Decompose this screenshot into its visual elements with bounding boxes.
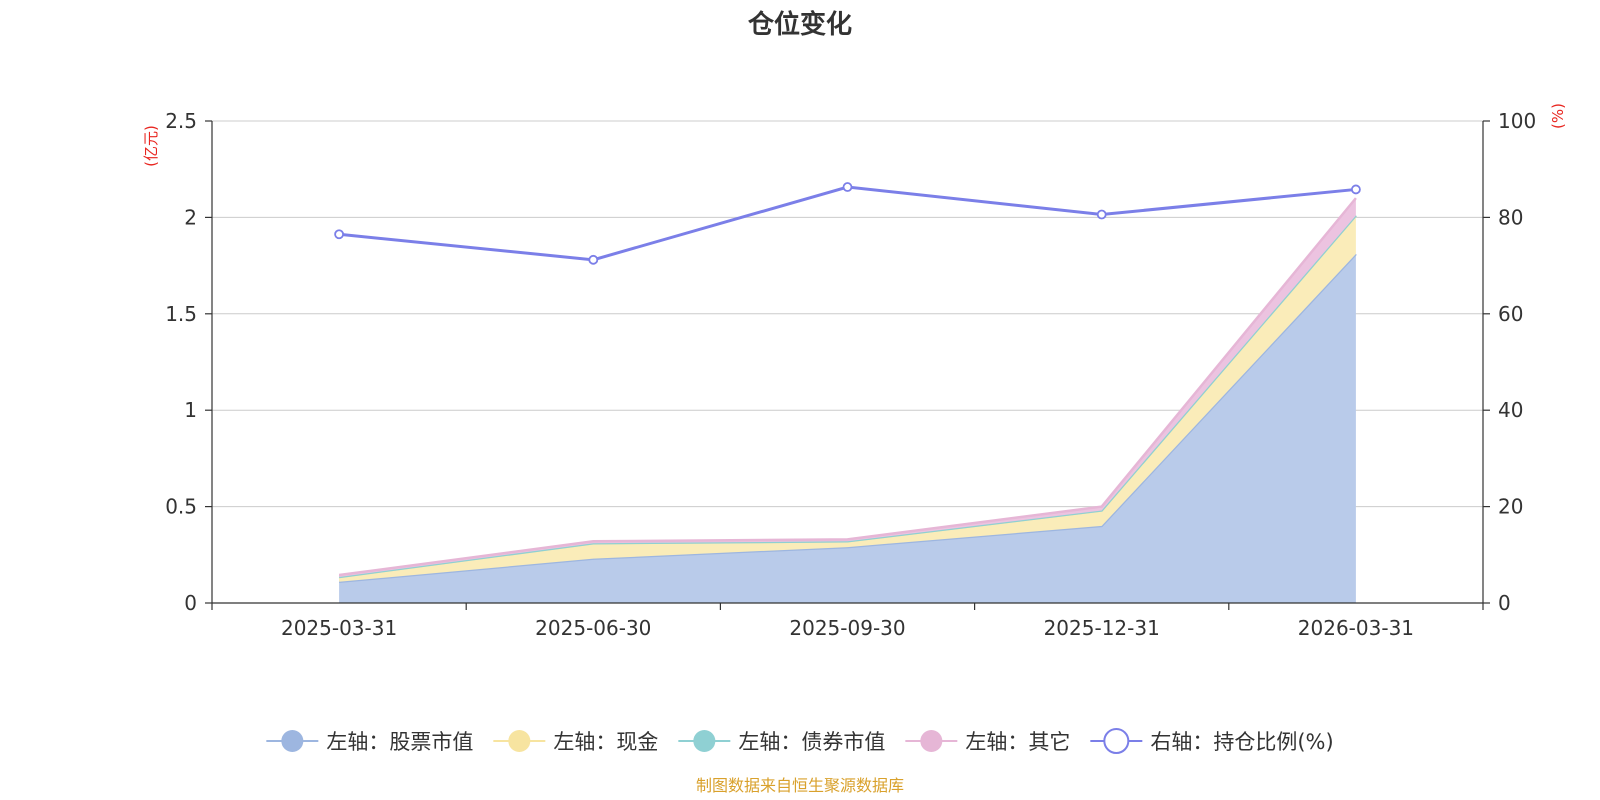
area-edge-3	[338, 197, 1357, 577]
legend-label: 右轴：持仓比例(%)	[1150, 730, 1333, 754]
right-axis-unit: (%)	[1549, 103, 1567, 129]
ratio-point	[1096, 209, 1107, 220]
legend-marker-hollow	[1103, 728, 1130, 754]
right-tick-label: 100	[1498, 109, 1536, 133]
x-tick-label: 2025-09-30	[789, 616, 905, 640]
area-0	[339, 254, 1356, 604]
legend-marker-dot	[920, 730, 943, 752]
x-tick-label: 2026-03-31	[1298, 616, 1414, 640]
stacked-areas	[338, 197, 1357, 604]
left-tick-label: 2.5	[165, 109, 197, 133]
legend-marker-dot	[281, 730, 304, 752]
axes: 2025-03-31 2025-06-30 2025-09-30 2025-12-31…	[165, 109, 1536, 640]
x-tick-label: 2025-12-31	[1044, 616, 1160, 640]
right-tick-label: 20	[1498, 495, 1523, 519]
right-tick-label: 0	[1498, 591, 1511, 615]
left-tick-label: 0	[184, 591, 197, 615]
ratio-point	[1351, 184, 1361, 195]
left-tick-label: 1	[184, 398, 197, 422]
right-tick-label: 60	[1498, 302, 1523, 326]
x-tick-label: 2025-03-31	[281, 616, 397, 640]
left-axis-unit: (亿元)	[142, 125, 160, 167]
left-tick-label: 2	[184, 205, 197, 229]
legend-marker-dot	[693, 730, 716, 752]
ratio-point	[842, 182, 853, 192]
ratio-point	[588, 254, 599, 265]
right-tick-label: 40	[1498, 398, 1523, 422]
legend-label: 左轴：现金	[553, 730, 658, 754]
right-tick-label: 80	[1498, 205, 1523, 229]
ratio-point	[334, 229, 345, 240]
legend: 左轴：股票市值 左轴：现金 左轴：债券市值 左轴：其它 右轴：持仓比例(%)	[266, 728, 1334, 754]
data-source-note: 制图数据来自恒生聚源数据库	[696, 776, 904, 795]
x-tick-label: 2025-06-30	[535, 616, 651, 640]
left-tick-label: 1.5	[165, 302, 197, 326]
legend-marker-dot	[508, 730, 531, 752]
ratio-line-path	[338, 185, 1357, 262]
ratio-line	[334, 182, 1361, 265]
legend-label: 左轴：债券市值	[738, 730, 885, 754]
legend-label: 左轴：股票市值	[326, 730, 473, 754]
left-tick-label: 0.5	[165, 495, 197, 519]
legend-label: 左轴：其它	[965, 730, 1070, 754]
chart-title: 仓位变化	[747, 9, 852, 40]
